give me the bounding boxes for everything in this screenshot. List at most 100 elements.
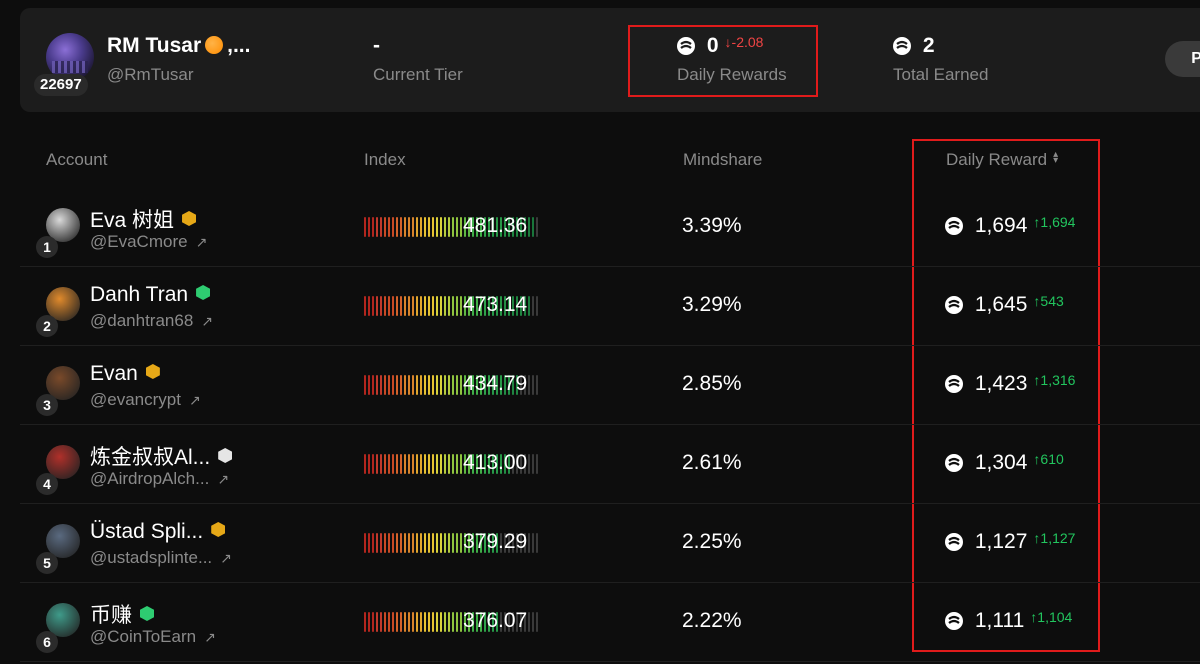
account-handle[interactable]: @ustadsplinte... ↗ (90, 548, 232, 568)
daily-reward-value: 1,111 ↑1,104 (945, 609, 1072, 633)
index-bar (504, 217, 506, 237)
index-bar (388, 454, 390, 474)
index-bar (440, 612, 442, 632)
index-bar (524, 612, 526, 632)
index-bar (524, 533, 526, 553)
index-bar (508, 454, 510, 474)
index-bar (412, 454, 414, 474)
index-bar (424, 533, 426, 553)
token-icon (945, 454, 963, 472)
index-bar (520, 612, 522, 632)
index-bar (416, 375, 418, 395)
total-earned-label: Total Earned (893, 65, 989, 84)
index-bar (372, 612, 374, 632)
account-name[interactable]: 炼金叔叔Al... (90, 441, 233, 471)
index-bar (428, 375, 430, 395)
index-bar (536, 375, 538, 395)
verified-badge-icon (196, 285, 211, 300)
index-bar (456, 375, 458, 395)
rank-badge: 6 (36, 631, 58, 653)
table-row[interactable]: 2 Danh Tran @danhtran68 ↗ 473.14 3.29% 1,… (20, 267, 1200, 346)
external-link-icon[interactable]: ↗ (204, 629, 216, 645)
index-bar (376, 454, 378, 474)
account-name[interactable]: Üstad Spli... (90, 520, 226, 544)
account-name[interactable]: Danh Tran (90, 283, 211, 307)
index-bar (496, 454, 498, 474)
external-link-icon[interactable]: ↗ (188, 392, 201, 408)
account-handle[interactable]: @EvaCmore ↗ (90, 232, 207, 252)
index-bar (448, 454, 450, 474)
account-handle-text: @danhtran68 (90, 311, 194, 330)
total-earned-value: 2 (893, 34, 935, 58)
column-header-daily-reward[interactable]: Daily Reward ▴ ▾ (946, 150, 1058, 170)
index-bar (472, 533, 474, 553)
index-bar (376, 612, 378, 632)
index-bar (460, 375, 462, 395)
index-bar (480, 375, 482, 395)
index-bar (460, 296, 462, 316)
index-bar (420, 217, 422, 237)
index-bar (524, 454, 526, 474)
external-link-icon[interactable]: ↗ (220, 550, 232, 566)
account-name[interactable]: Evan (90, 362, 160, 386)
mindshare-value: 2.85% (682, 372, 742, 395)
table-row[interactable]: 1 Eva 树姐 @EvaCmore ↗ 481.36 3.39% 1,694 ↑1… (20, 188, 1200, 267)
external-link-icon[interactable]: ↗ (201, 313, 214, 329)
index-bar (484, 375, 486, 395)
index-bar (448, 533, 450, 553)
index-bar (380, 296, 382, 316)
account-handle-text: @evancrypt (90, 390, 181, 409)
account-name-text: 币赚 (90, 604, 132, 627)
index-bar (452, 296, 454, 316)
index-bar (520, 375, 522, 395)
index-bar (372, 296, 374, 316)
external-link-icon[interactable]: ↗ (217, 471, 230, 487)
account-handle[interactable]: @AirdropAlch... ↗ (90, 469, 229, 489)
post-button[interactable]: Po (1165, 41, 1200, 77)
sort-icon[interactable]: ▴ ▾ (1053, 149, 1059, 166)
index-bar (408, 296, 410, 316)
index-bar (432, 217, 434, 237)
index-bar (368, 296, 370, 316)
table-row[interactable]: 5 Üstad Spli... @ustadsplinte... ↗ 379.29… (20, 504, 1200, 583)
daily-reward-change: ↑543 (1033, 293, 1064, 309)
token-icon (945, 612, 963, 630)
account-handle[interactable]: @evancrypt ↗ (90, 390, 201, 410)
account-handle[interactable]: @danhtran68 ↗ (90, 311, 213, 331)
index-bar (476, 375, 478, 395)
index-bar (372, 454, 374, 474)
table-row[interactable]: 3 Evan @evancrypt ↗ 434.79 2.85% 1,423 ↑1,… (20, 346, 1200, 425)
index-bar (524, 375, 526, 395)
index-bar (484, 296, 486, 316)
daily-reward-change: ↑610 (1033, 451, 1064, 467)
account-handle[interactable]: @CoinToEarn ↗ (90, 627, 216, 647)
index-value: 473.14 (463, 293, 528, 316)
index-bar (444, 533, 446, 553)
table-row[interactable]: 6 币赚 @CoinToEarn ↗ 376.07 2.22% 1,111 ↑1,1… (20, 583, 1200, 662)
account-name[interactable]: 币赚 (90, 599, 154, 629)
index-bar (528, 375, 530, 395)
avatar-image (46, 33, 94, 81)
index-bar (480, 217, 482, 237)
index-bar (500, 612, 502, 632)
rank-badge: 1 (36, 236, 58, 258)
verified-badge-icon (211, 522, 226, 537)
index-bar (380, 375, 382, 395)
index-bar (468, 533, 470, 553)
index-bar (476, 217, 478, 237)
index-bar (380, 454, 382, 474)
index-bar (460, 217, 462, 237)
my-display-name: RM Tusar,... (107, 34, 250, 58)
index-bar (484, 533, 486, 553)
index-bar (440, 375, 442, 395)
account-name[interactable]: Eva 树姐 (90, 204, 197, 234)
index-bar (436, 375, 438, 395)
account-name-text: Üstad Spli... (90, 520, 204, 543)
index-bar (536, 454, 538, 474)
external-link-icon[interactable]: ↗ (195, 234, 208, 250)
index-bar (460, 533, 462, 553)
rank-badge: 3 (36, 394, 58, 416)
index-bar (408, 217, 410, 237)
table-row[interactable]: 4 炼金叔叔Al... @AirdropAlch... ↗ 413.00 2.61… (20, 425, 1200, 504)
my-avatar[interactable] (46, 33, 94, 81)
